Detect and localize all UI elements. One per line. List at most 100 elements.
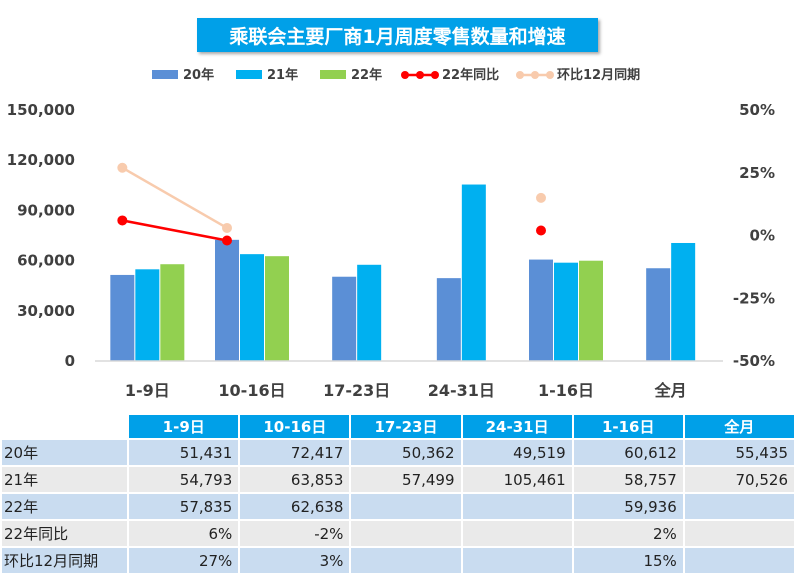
point-22年同比-1-16日 xyxy=(536,225,546,236)
table-cell: 55,435 xyxy=(684,440,794,465)
table-cell xyxy=(684,494,794,519)
table-row-label: 20年 xyxy=(2,440,128,465)
table-row: 20年 51,431 72,417 50,362 49,519 60,612 5… xyxy=(2,440,794,465)
bar-20年-17-23日 xyxy=(332,276,357,361)
table-cell xyxy=(351,521,461,546)
bar-22年-10-16日 xyxy=(265,256,289,361)
table-cell: 59,936 xyxy=(573,494,683,519)
bar-21年-17-23日 xyxy=(357,264,382,361)
table-cell: 27% xyxy=(129,548,239,573)
table-header-row: 1-9日 10-16日 17-23日 24-31日 1-16日 全月 xyxy=(2,415,794,438)
table-cell: 60,612 xyxy=(573,440,683,465)
table-cell xyxy=(684,521,794,546)
table-header-cell: 10-16日 xyxy=(240,415,350,438)
table-row: 环比12月同期 27% 3% 15% xyxy=(2,548,794,573)
table-cell: 50,362 xyxy=(351,440,461,465)
x-tick-label: 10-16日 xyxy=(218,381,285,400)
bar-21年-24-31日 xyxy=(461,184,486,361)
table-cell: 70,526 xyxy=(684,467,794,492)
table-row: 22年同比 6% -2% 2% xyxy=(2,521,794,546)
table-cell: 6% xyxy=(129,521,239,546)
legend-marker-22年同比 xyxy=(401,71,409,79)
table-row: 21年 54,793 63,853 57,499 105,461 58,757 … xyxy=(2,467,794,492)
table-cell: 62,638 xyxy=(240,494,350,519)
chart-area: 20年 21年 22年 22年同比 环比12月同期 0 30,000 60,000 90,00… xyxy=(7,67,775,400)
legend-swatch-21年 xyxy=(236,70,262,79)
bar-20年-全月 xyxy=(646,268,671,361)
table-header-cell: 全月 xyxy=(684,415,794,438)
point-环比12月同期-1-16日 xyxy=(536,192,546,203)
table-cell: 15% xyxy=(573,548,683,573)
line-segment-22年同比 xyxy=(122,219,228,242)
table-cell: 105,461 xyxy=(462,467,572,492)
y-tick-label-right: 50% xyxy=(739,101,775,119)
table-header-cell: 24-31日 xyxy=(462,415,572,438)
bar-22年-1-16日 xyxy=(579,260,603,361)
y-tick-label-left: 90,000 xyxy=(17,201,75,219)
table-cell: 57,499 xyxy=(351,467,461,492)
table-cell: 57,835 xyxy=(129,494,239,519)
bar-21年-全月 xyxy=(671,242,696,361)
table-header-cell: 1-9日 xyxy=(129,415,239,438)
table-cell: 58,757 xyxy=(573,467,683,492)
point-环比12月同期-10-16日 xyxy=(222,222,232,233)
point-环比12月同期-1-9日 xyxy=(117,162,128,173)
point-22年同比-10-16日 xyxy=(222,235,232,246)
chart-legend: 20年 21年 22年 22年同比 环比12月同期 xyxy=(152,67,640,83)
x-tick-label: 1-9日 xyxy=(125,381,170,400)
data-table: 1-9日 10-16日 17-23日 24-31日 1-16日 全月 20年 5… xyxy=(0,413,796,575)
table-row-label: 22年 xyxy=(2,494,128,519)
table-cell xyxy=(462,521,572,546)
table-cell: 54,793 xyxy=(129,467,239,492)
table-row-label: 环比12月同期 xyxy=(2,548,128,573)
table-cell xyxy=(684,548,794,573)
bar-21年-1-9日 xyxy=(135,269,160,361)
x-tick-label: 全月 xyxy=(654,381,687,400)
y-axis-left: 0 30,000 60,000 90,000 120,000 150,000 xyxy=(7,101,75,370)
table-header-cell: 17-23日 xyxy=(351,415,461,438)
table-cell: -2% xyxy=(240,521,350,546)
y-tick-label-right: -50% xyxy=(733,352,775,370)
table-cell: 3% xyxy=(240,548,350,573)
y-tick-label-right: -25% xyxy=(733,289,775,307)
table-cell: 51,431 xyxy=(129,440,239,465)
legend-marker-环比12月同期 xyxy=(516,71,524,79)
x-tick-label: 24-31日 xyxy=(428,381,495,400)
legend-label: 21年 xyxy=(267,67,298,83)
y-tick-label-right: 0% xyxy=(750,227,775,245)
point-22年同比-1-9日 xyxy=(117,215,128,226)
y-tick-label-left: 30,000 xyxy=(17,302,75,320)
table-cell: 49,519 xyxy=(462,440,572,465)
table-row-label: 21年 xyxy=(2,467,128,492)
x-tick-label: 1-16日 xyxy=(538,381,594,400)
legend-label: 环比12月同期 xyxy=(557,67,640,83)
table-cell xyxy=(351,494,461,519)
line-series xyxy=(117,162,546,246)
bar-20年-24-31日 xyxy=(436,278,461,361)
bar-21年-1-16日 xyxy=(554,262,578,361)
y-tick-label-left: 120,000 xyxy=(7,151,75,169)
table-cell: 2% xyxy=(573,521,683,546)
chart-title: 乘联会主要厂商1月周度零售数量和增速 xyxy=(197,18,598,52)
legend-label: 22年 xyxy=(351,67,382,83)
bar-20年-1-9日 xyxy=(110,274,135,361)
legend-label: 20年 xyxy=(183,67,214,83)
legend-marker-22年同比 xyxy=(431,71,439,79)
y-tick-label-left: 60,000 xyxy=(17,252,75,270)
legend-marker-环比12月同期 xyxy=(546,71,554,79)
y-tick-label-right: 25% xyxy=(739,164,775,182)
y-tick-label-left: 150,000 xyxy=(7,101,75,119)
bar-20年-10-16日 xyxy=(215,239,239,361)
y-tick-label-left: 0 xyxy=(65,352,75,370)
legend-swatch-20年 xyxy=(152,70,178,79)
bar-21年-10-16日 xyxy=(240,254,264,361)
legend-marker-环比12月同期 xyxy=(531,71,539,79)
table-corner xyxy=(2,415,128,438)
table-cell: 72,417 xyxy=(240,440,350,465)
table-cell xyxy=(462,494,572,519)
x-axis-categories: 1-9日 10-16日 17-23日 24-31日 1-16日 全月 xyxy=(125,381,687,400)
legend-swatch-22年 xyxy=(320,70,346,79)
table-cell: 63,853 xyxy=(240,467,350,492)
table-cell xyxy=(462,548,572,573)
table-cell xyxy=(351,548,461,573)
